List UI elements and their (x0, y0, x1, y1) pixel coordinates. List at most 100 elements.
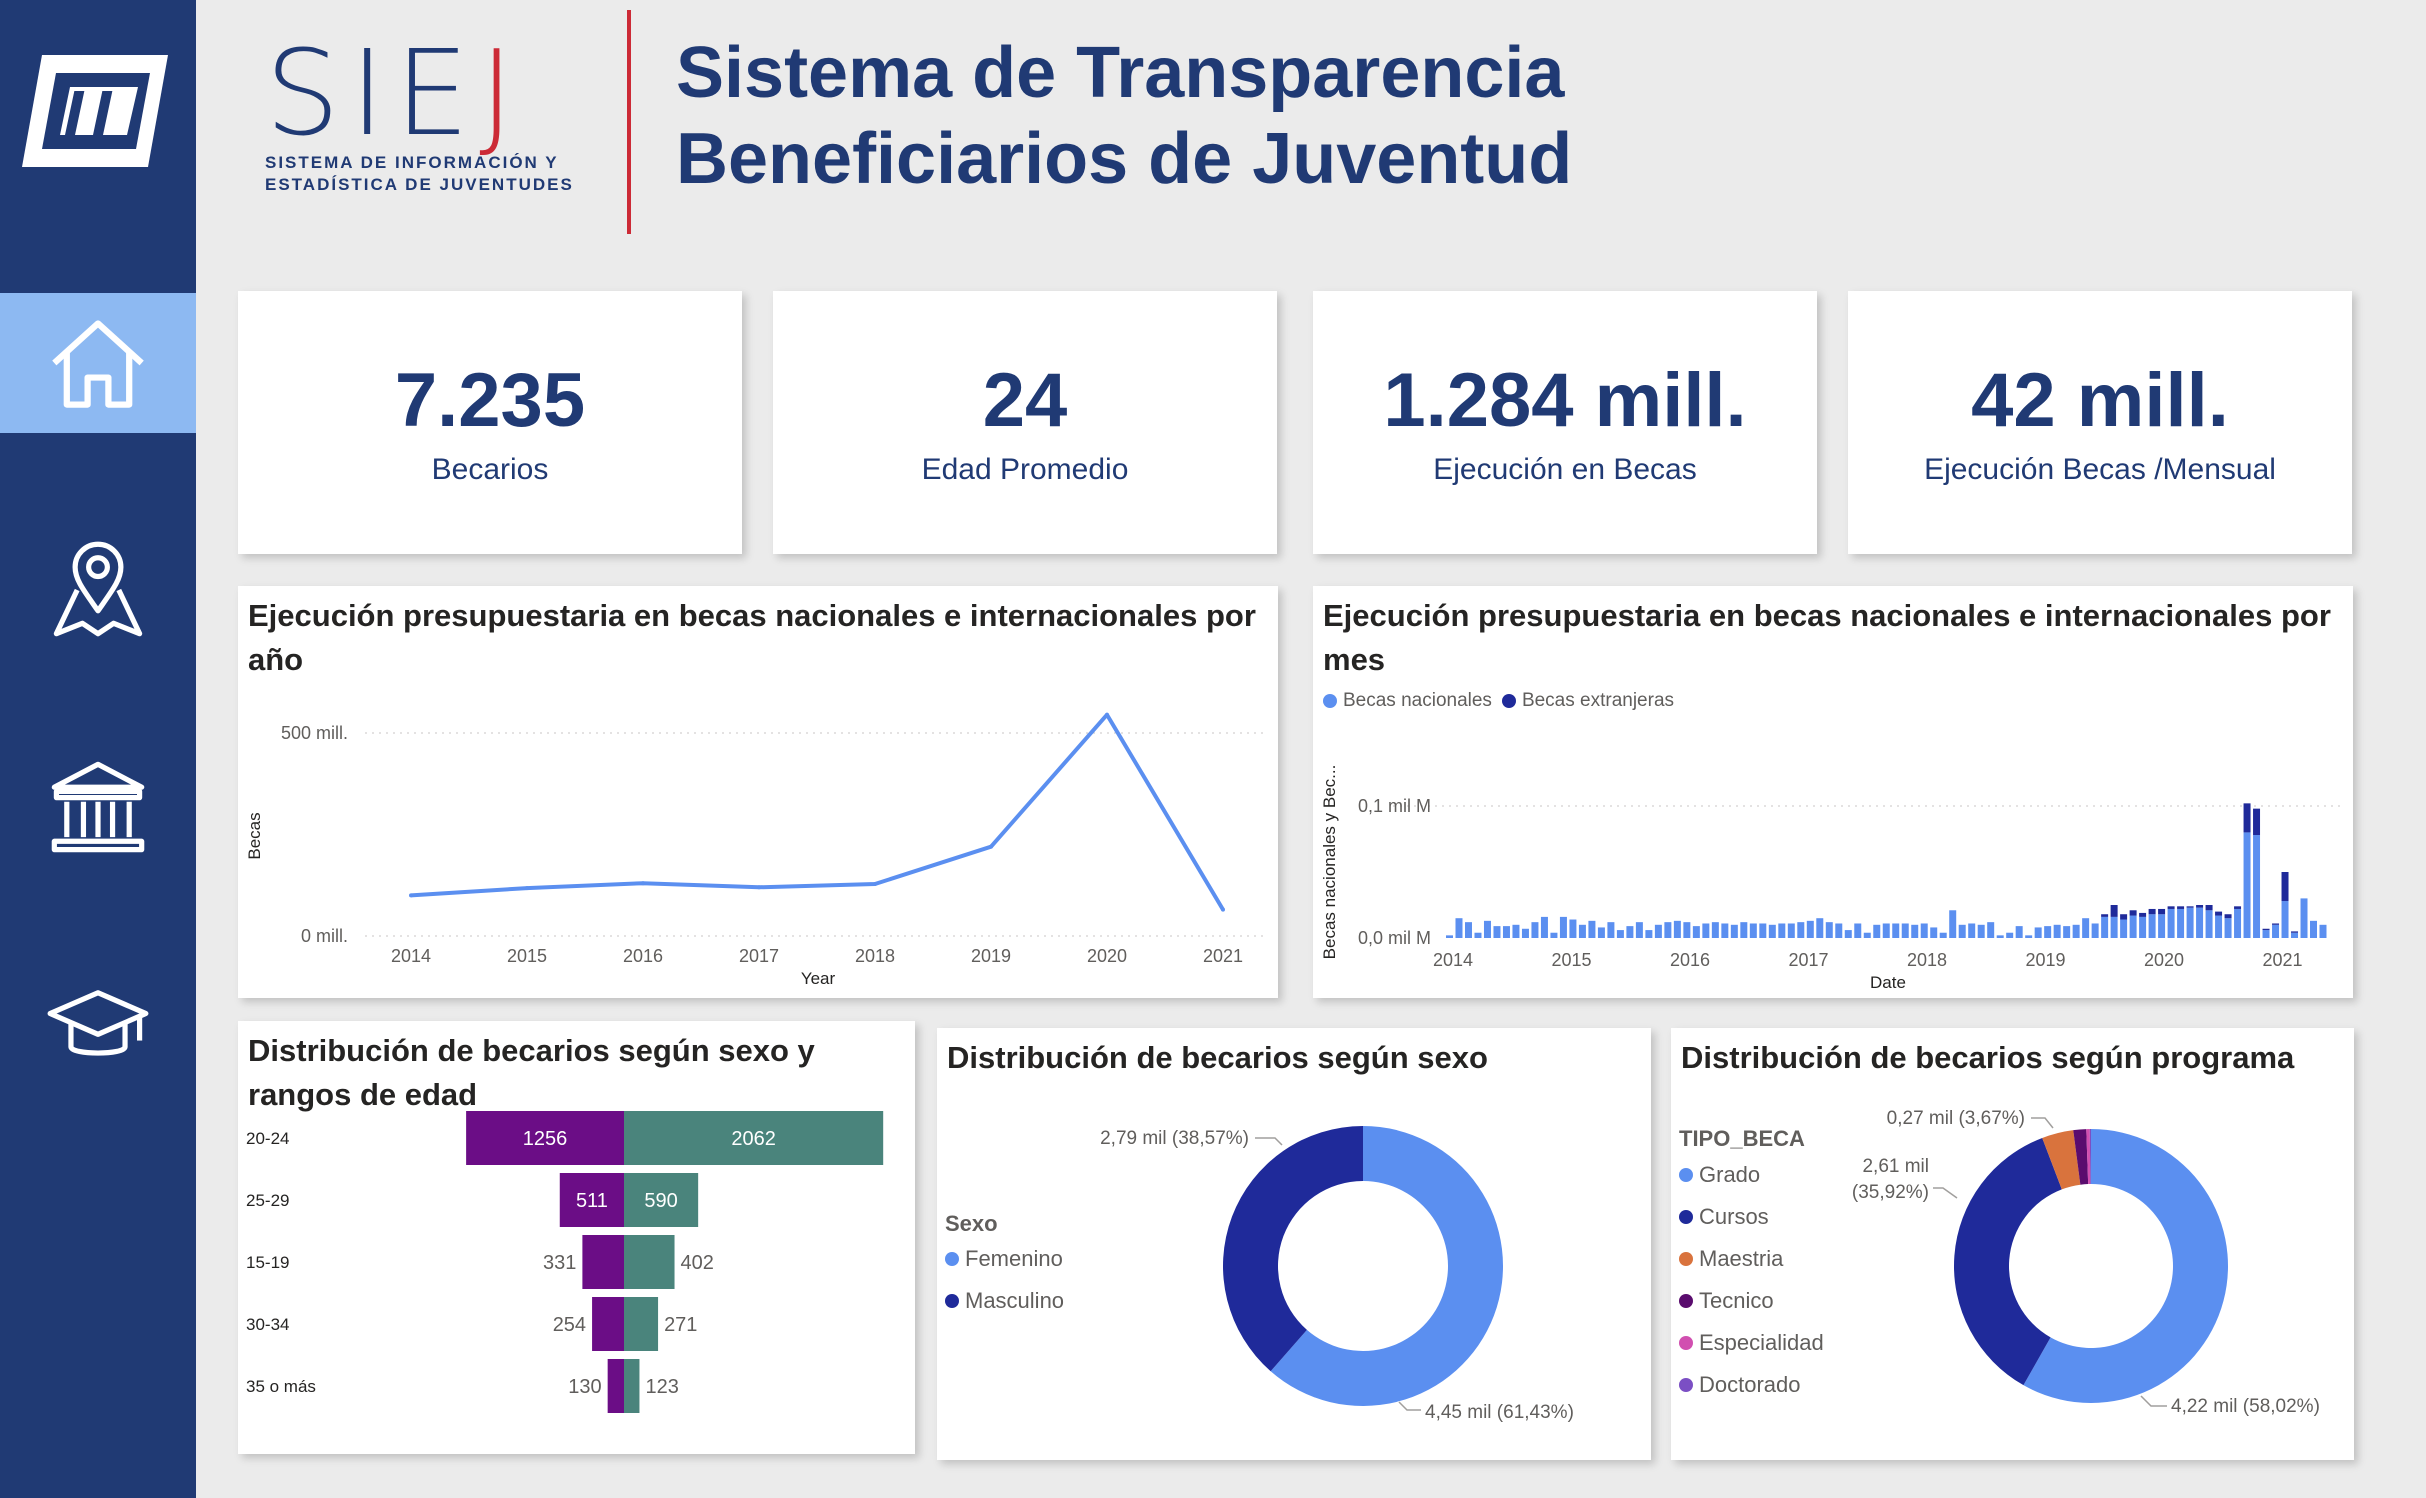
sex-donut-chart[interactable]: 2,79 mil (38,57%) 4,45 mil (61,43%) (937, 1028, 1651, 1460)
bar-nacionales (2167, 908, 2175, 938)
bar-extranjeras (2148, 908, 2156, 915)
sex-age-bar-chart[interactable]: 20-24 1256 2062 25-29 511 590 15-19 331 402 30-34… (238, 1021, 915, 1454)
data-point (873, 882, 877, 887)
bar-nacionales (1844, 930, 1852, 938)
bar-nacionales (2148, 914, 2156, 938)
y-tick-label: 0,1 mil M (1358, 796, 1431, 816)
bar-nacionales (1749, 923, 1757, 938)
bar-nacionales (1987, 922, 1995, 938)
data-point (409, 893, 413, 898)
data-label: 2,79 mil (38,57%) (1100, 1128, 1249, 1149)
nav-home[interactable] (0, 293, 196, 433)
chart-card-month: Ejecución presupuestaria en becas nacion… (1313, 586, 2353, 998)
legend-item[interactable]: Cursos (1679, 1204, 1769, 1230)
legend-item[interactable]: Grado (1679, 1162, 1760, 1188)
bar-extranjeras (2120, 914, 2128, 920)
x-tick-label: 2019 (971, 946, 1011, 966)
leader-line (2031, 1117, 2054, 1129)
chart-card-year: Ejecución presupuestaria en becas nacion… (238, 586, 1278, 998)
bar-nacionales (2129, 915, 2137, 938)
category-label: 30-34 (246, 1315, 289, 1334)
header-divider (627, 10, 631, 234)
legend-title: TIPO_BECA (1679, 1126, 1805, 1151)
legend-item[interactable]: Especialidad (1679, 1330, 1824, 1356)
legend-dot-icon (1679, 1252, 1693, 1266)
bar-nacionales (1446, 935, 1453, 938)
data-label: 2062 (731, 1128, 776, 1150)
bar-right (624, 1359, 640, 1413)
data-label: 590 (644, 1190, 677, 1212)
data-label: 271 (664, 1314, 697, 1336)
bar-nacionales (2025, 935, 2033, 938)
nav-map[interactable] (0, 520, 196, 660)
bar-nacionales (1616, 930, 1624, 938)
bar-extranjeras (2215, 911, 2223, 916)
bar-nacionales (1863, 932, 1871, 938)
legend-dot-icon (945, 1252, 959, 1266)
legend-item[interactable]: Femenino (945, 1246, 1063, 1272)
y-axis-title: Becas nacionales y Bec... (1320, 765, 1339, 960)
program-donut-chart[interactable]: 0,27 mil (3,67%) 2,61 mil (35,92%) 4,22 mil… (1671, 1028, 2354, 1460)
bar-extranjeras (2110, 905, 2118, 917)
data-label: 331 (543, 1252, 576, 1274)
bar-nacionales (2234, 908, 2242, 938)
nav-institution[interactable] (0, 738, 196, 878)
bar-extranjeras (2139, 912, 2147, 917)
legend-dot-icon (1679, 1336, 1693, 1350)
bar-nacionales (2310, 920, 2318, 938)
legend-dot-icon (1679, 1168, 1693, 1182)
x-axis-title: Year (801, 969, 836, 988)
bar-nacionales (1920, 923, 1928, 938)
bar-nacionales (1721, 923, 1729, 938)
bar-nacionales (1759, 923, 1767, 938)
donut-slice (1954, 1137, 2062, 1386)
chart-card-program: Distribución de becarios según programa … (1671, 1028, 2354, 1460)
bar-nacionales (1949, 910, 1957, 938)
bar-nacionales (1483, 920, 1491, 938)
bar-nacionales (1939, 932, 1947, 938)
chart-title: Distribución de becarios según sexo (947, 1040, 1488, 1075)
x-tick-label: 2021 (1203, 946, 1243, 966)
legend-item[interactable]: Becas nacionales (1343, 690, 1492, 711)
bar-nacionales (2272, 924, 2280, 938)
bar-nacionales (2224, 918, 2232, 938)
donut-slice (1223, 1126, 1363, 1372)
legend-dot-icon (945, 1294, 959, 1308)
kpi-value: 1.284 mill. (1383, 357, 1747, 443)
legend-item[interactable]: Maestria (1679, 1246, 1783, 1272)
legend-item[interactable]: Doctorado (1679, 1372, 1801, 1398)
x-tick-label: 2015 (507, 946, 547, 966)
bar-nacionales (1778, 923, 1786, 938)
map-pin-icon (53, 541, 143, 637)
bar-nacionales (1664, 922, 1672, 938)
bar-nacionales (2015, 926, 2023, 938)
legend-item[interactable]: Becas extranjeras (1521, 690, 1675, 711)
legend-item[interactable]: Tecnico (1679, 1288, 1774, 1314)
bar-extranjeras (2291, 931, 2299, 933)
bar-extranjeras (2196, 905, 2204, 908)
bar-nacionales (2063, 926, 2071, 938)
kpi-card-ejecucion: 1.284 mill. Ejecución en Becas (1313, 291, 1817, 554)
y-tick-label: 0 mill. (301, 926, 348, 946)
data-point (525, 886, 529, 891)
bar-nacionales (2091, 923, 2099, 938)
year-line-chart[interactable]: 500 mill. 0 mill. 2014 2015 2016 2017 2018 2019… (238, 586, 1278, 998)
kpi-value: 7.235 (394, 357, 586, 443)
kpi-value: 24 (982, 357, 1068, 443)
legend-item[interactable]: Masculino (945, 1288, 1064, 1314)
bar-nacionales (1464, 922, 1472, 938)
bar-nacionales (1626, 926, 1634, 938)
data-point (757, 885, 761, 890)
home-icon (52, 320, 144, 408)
nav-education[interactable] (0, 956, 196, 1096)
data-label: 123 (645, 1376, 678, 1398)
page-title: Sistema de Transparencia Beneficiarios d… (676, 33, 1573, 199)
kpi-value: 42 mill. (1971, 357, 2229, 443)
bar-extranjeras (2243, 803, 2251, 833)
category-label: 15-19 (246, 1253, 289, 1272)
donut-slice (2086, 1129, 2091, 1185)
data-label: 130 (568, 1376, 601, 1398)
x-tick-label: 2016 (1670, 950, 1710, 970)
bar-nacionales (2177, 908, 2185, 938)
